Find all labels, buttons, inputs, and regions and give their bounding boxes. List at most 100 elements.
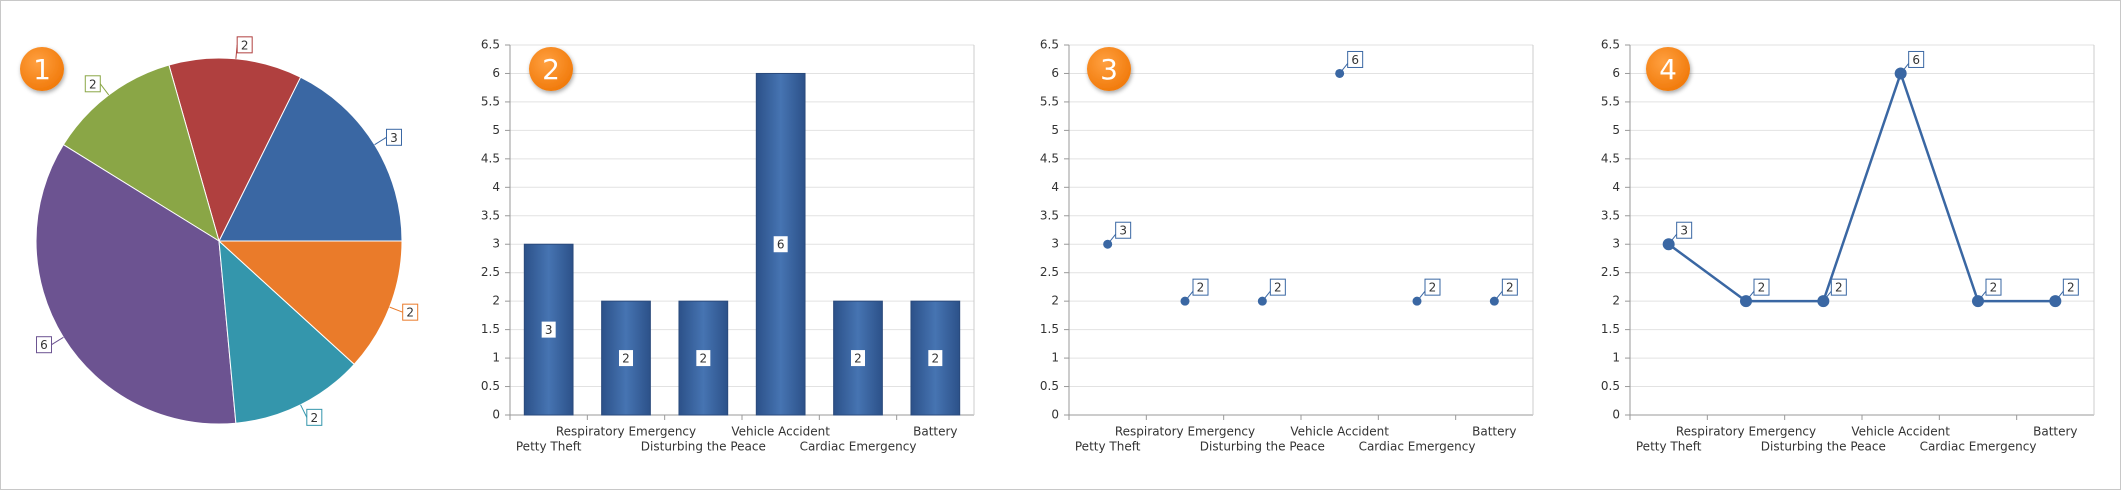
leader-line (374, 136, 387, 146)
x-tick-label: Disturbing the Peace (1761, 440, 1886, 454)
y-tick-label: 4 (492, 180, 500, 194)
badge (1087, 47, 1131, 91)
y-tick-label: 6.5 (1601, 38, 1620, 52)
label-leader (1822, 290, 1832, 302)
y-tick-label: 3 (1051, 237, 1059, 251)
y-tick-label: 3.5 (1040, 208, 1059, 222)
leader-line (99, 83, 110, 96)
x-tick-label: Petty Theft (1075, 440, 1141, 454)
y-tick-label: 0.5 (1040, 379, 1059, 393)
data-label-box (1269, 278, 1286, 296)
data-label-box (1753, 278, 1770, 296)
label-leader (1184, 290, 1194, 302)
pie-slice (62, 64, 220, 243)
badge-label: 3 (1100, 53, 1118, 86)
y-tick-label: 3.5 (1601, 208, 1620, 222)
data-label: 6 (1351, 53, 1359, 67)
y-tick-label: 2 (492, 294, 500, 308)
data-label-box (1985, 278, 2002, 296)
y-tick-label: 4.5 (1601, 151, 1620, 165)
y-tick-label: 4.5 (481, 151, 500, 165)
data-label: 2 (406, 306, 414, 320)
x-tick-label: Battery (2033, 425, 2077, 439)
data-label: 2 (1990, 281, 1998, 295)
data-label: 2 (932, 352, 940, 366)
y-tick-label: 1.5 (481, 322, 500, 336)
badge-label: 4 (1659, 53, 1677, 86)
data-label: 2 (1274, 281, 1282, 295)
data-label: 6 (1912, 53, 1920, 67)
data-label-box (1115, 221, 1132, 239)
y-tick-label: 2.5 (1601, 265, 1620, 279)
x-tick-label: Vehicle Accident (1851, 425, 1950, 439)
data-label: 2 (1835, 281, 1843, 295)
badge-label: 2 (542, 53, 560, 86)
data-label-box (1908, 50, 1925, 68)
y-tick-label: 3.5 (481, 208, 500, 222)
y-tick-label: 2 (1612, 294, 1620, 308)
label-leader (1107, 233, 1117, 245)
data-label: 2 (241, 38, 249, 52)
data-label: 6 (40, 338, 48, 352)
x-tick-label: Cardiac Emergency (1920, 440, 2037, 454)
y-tick-label: 5 (1612, 123, 1620, 137)
y-tick-label: 1 (1051, 351, 1059, 365)
y-tick-label: 6.5 (1040, 38, 1059, 52)
leader-line (300, 404, 308, 418)
data-label: 2 (89, 77, 97, 91)
data-label-box (773, 236, 788, 253)
y-tick-label: 0 (492, 408, 500, 422)
label-leader (1261, 290, 1271, 302)
label-leader (2054, 290, 2064, 302)
data-label-box (928, 350, 943, 367)
data-label-box (236, 36, 253, 54)
data-label-box (619, 350, 633, 367)
data-label-box (1501, 278, 1518, 296)
y-tick-label: 3 (492, 237, 500, 251)
leader-line (51, 336, 64, 346)
data-label: 2 (854, 352, 862, 366)
data-label-box (1676, 221, 1693, 239)
x-tick-label: Petty Theft (1636, 440, 1702, 454)
x-tick-label: Cardiac Emergency (800, 440, 917, 454)
data-label-box (541, 321, 556, 338)
y-tick-label: 2 (1051, 294, 1059, 308)
x-tick-label: Respiratory Emergency (1115, 425, 1255, 439)
leader-line (389, 306, 403, 313)
y-tick-label: 5.5 (481, 94, 500, 108)
y-tick-label: 1.5 (1601, 322, 1620, 336)
data-label: 2 (1197, 281, 1205, 295)
data-label: 3 (1680, 224, 1688, 238)
y-tick-label: 3 (1612, 237, 1620, 251)
label-leader (1668, 233, 1678, 245)
x-tick-label: Vehicle Accident (731, 425, 830, 439)
data-label-box (2062, 278, 2079, 296)
line (1667, 69, 2056, 303)
data-label: 2 (1429, 281, 1437, 295)
y-tick-label: 4.5 (1040, 151, 1059, 165)
label-leader (1977, 290, 1987, 302)
data-label-box (696, 350, 711, 367)
data-label-box (36, 336, 53, 354)
y-tick-label: 6.5 (481, 38, 500, 52)
label-leader (1900, 63, 1910, 74)
data-label: 2 (1758, 281, 1766, 295)
data-label-box (1347, 50, 1364, 68)
badge (529, 47, 573, 91)
pie-slice (35, 143, 237, 425)
pie-slice (218, 76, 403, 242)
label-leader (1416, 290, 1426, 302)
data-label-box (402, 303, 419, 321)
badge (1646, 47, 1690, 91)
data-label: 3 (1119, 224, 1127, 238)
x-tick-label: Respiratory Emergency (1676, 425, 1816, 439)
data-label-box (1830, 278, 1847, 296)
pie-slice (168, 57, 302, 243)
data-label: 2 (700, 352, 708, 366)
y-tick-label: 2.5 (1040, 265, 1059, 279)
data-label: 2 (2067, 281, 2075, 295)
data-label: 2 (1506, 281, 1514, 295)
data-label: 3 (390, 131, 398, 145)
y-tick-label: 1 (1612, 351, 1620, 365)
